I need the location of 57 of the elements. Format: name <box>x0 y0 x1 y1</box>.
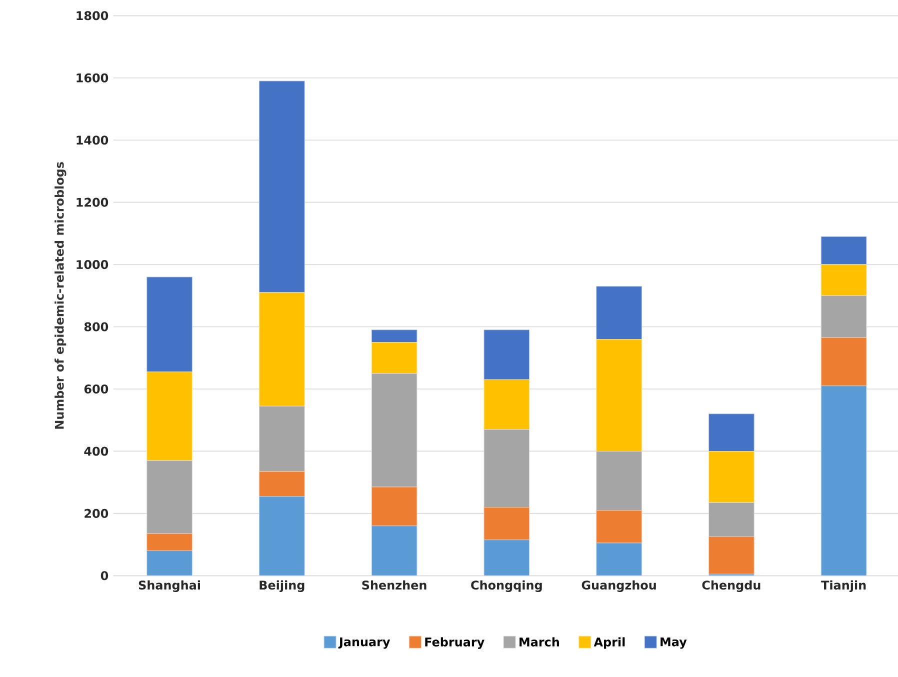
bar <box>484 506 530 540</box>
y-tick-label: 1400 <box>76 136 108 145</box>
y-tick-label: 200 <box>84 508 108 518</box>
y-tick-label: 1200 <box>76 198 108 207</box>
bar <box>146 276 192 372</box>
bar <box>708 450 754 503</box>
y-tick-label: 0 <box>100 571 108 580</box>
x-tick-label: Guangzhou <box>582 580 656 592</box>
x-tick-label: Shanghai <box>138 580 200 592</box>
x-tick-label: Chengdu <box>702 580 760 592</box>
bar <box>146 460 192 534</box>
legend-label: May <box>660 637 687 649</box>
bar <box>484 540 530 576</box>
bar <box>258 406 305 472</box>
bar <box>708 536 754 574</box>
bar <box>258 292 305 406</box>
bar <box>820 386 867 576</box>
bar <box>596 338 642 452</box>
y-tick-label: 400 <box>84 446 108 456</box>
y-tick-label: 1000 <box>76 260 108 270</box>
bar <box>371 486 418 526</box>
bar <box>371 373 418 488</box>
x-tick-label: Tianjin <box>821 580 866 592</box>
bar <box>596 510 642 544</box>
y-tick-label: 600 <box>84 384 108 394</box>
x-tick-label: Beijing <box>260 580 304 592</box>
bar <box>820 264 867 296</box>
x-tick-label: Shenzhen <box>362 580 426 590</box>
bar <box>820 295 867 338</box>
bar <box>596 542 642 576</box>
bar <box>820 236 867 265</box>
y-tick-label: 1800 <box>76 11 108 20</box>
legend-label: February <box>425 637 484 649</box>
legend-label: April <box>594 637 625 649</box>
legend-label: March <box>520 637 559 646</box>
bar <box>484 429 530 508</box>
bar <box>371 526 418 576</box>
bar <box>146 372 192 461</box>
x-tick-label: Chongqing <box>471 580 542 592</box>
bar <box>371 330 418 343</box>
bar <box>371 342 418 374</box>
bar <box>820 337 867 386</box>
bar <box>708 414 754 452</box>
bar <box>484 379 530 430</box>
y-tick-label: 800 <box>84 322 108 332</box>
legend-label: January <box>338 637 390 649</box>
bar <box>258 496 305 576</box>
bar <box>146 550 192 576</box>
bar <box>596 286 642 340</box>
y-axis-title: Number of epidemic-related microblogs <box>54 162 66 429</box>
bar <box>708 502 754 538</box>
y-tick-label: 1600 <box>76 73 108 82</box>
bar <box>596 450 642 511</box>
bar <box>258 80 305 293</box>
bar <box>146 533 192 552</box>
bar <box>258 471 305 497</box>
bar <box>484 330 530 380</box>
